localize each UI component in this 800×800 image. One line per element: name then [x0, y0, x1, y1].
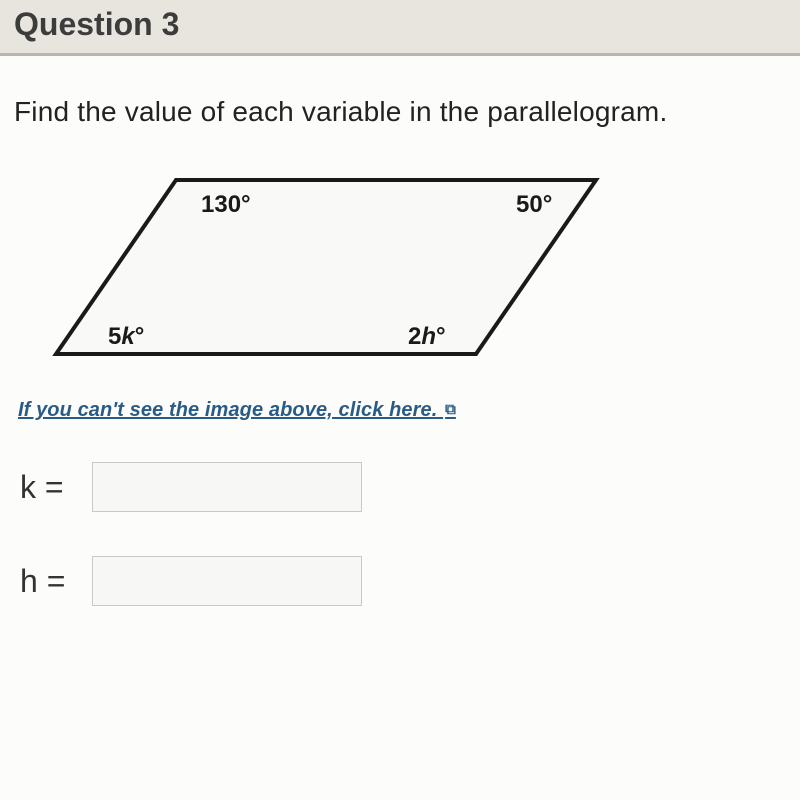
answer-row-k: k =: [20, 462, 786, 512]
question-content: Find the value of each variable in the p…: [0, 56, 800, 606]
answer-input-k[interactable]: [92, 462, 362, 512]
image-help-link[interactable]: If you can't see the image above, click …: [18, 399, 456, 422]
angle-bottom-left: 5k°: [108, 323, 144, 350]
parallelogram-svg: 130° 50° 5k° 2h°: [36, 162, 626, 372]
question-header: Question 3: [0, 0, 800, 56]
parallelogram-figure: 130° 50° 5k° 2h°: [36, 162, 786, 377]
help-link-text: If you can't see the image above, click …: [18, 399, 437, 421]
answer-input-h[interactable]: [92, 556, 362, 606]
answer-row-h: h =: [20, 556, 786, 606]
answer-label-h: h =: [20, 563, 80, 600]
angle-top-left: 130°: [201, 191, 251, 218]
angle-bottom-right: 2h°: [408, 323, 446, 350]
question-prompt: Find the value of each variable in the p…: [14, 96, 786, 128]
answer-block: k = h =: [20, 462, 786, 606]
answer-label-k: k =: [20, 469, 80, 506]
angle-top-right: 50°: [516, 191, 552, 218]
external-link-icon: ⧉: [445, 401, 456, 418]
question-title: Question 3: [14, 6, 786, 43]
